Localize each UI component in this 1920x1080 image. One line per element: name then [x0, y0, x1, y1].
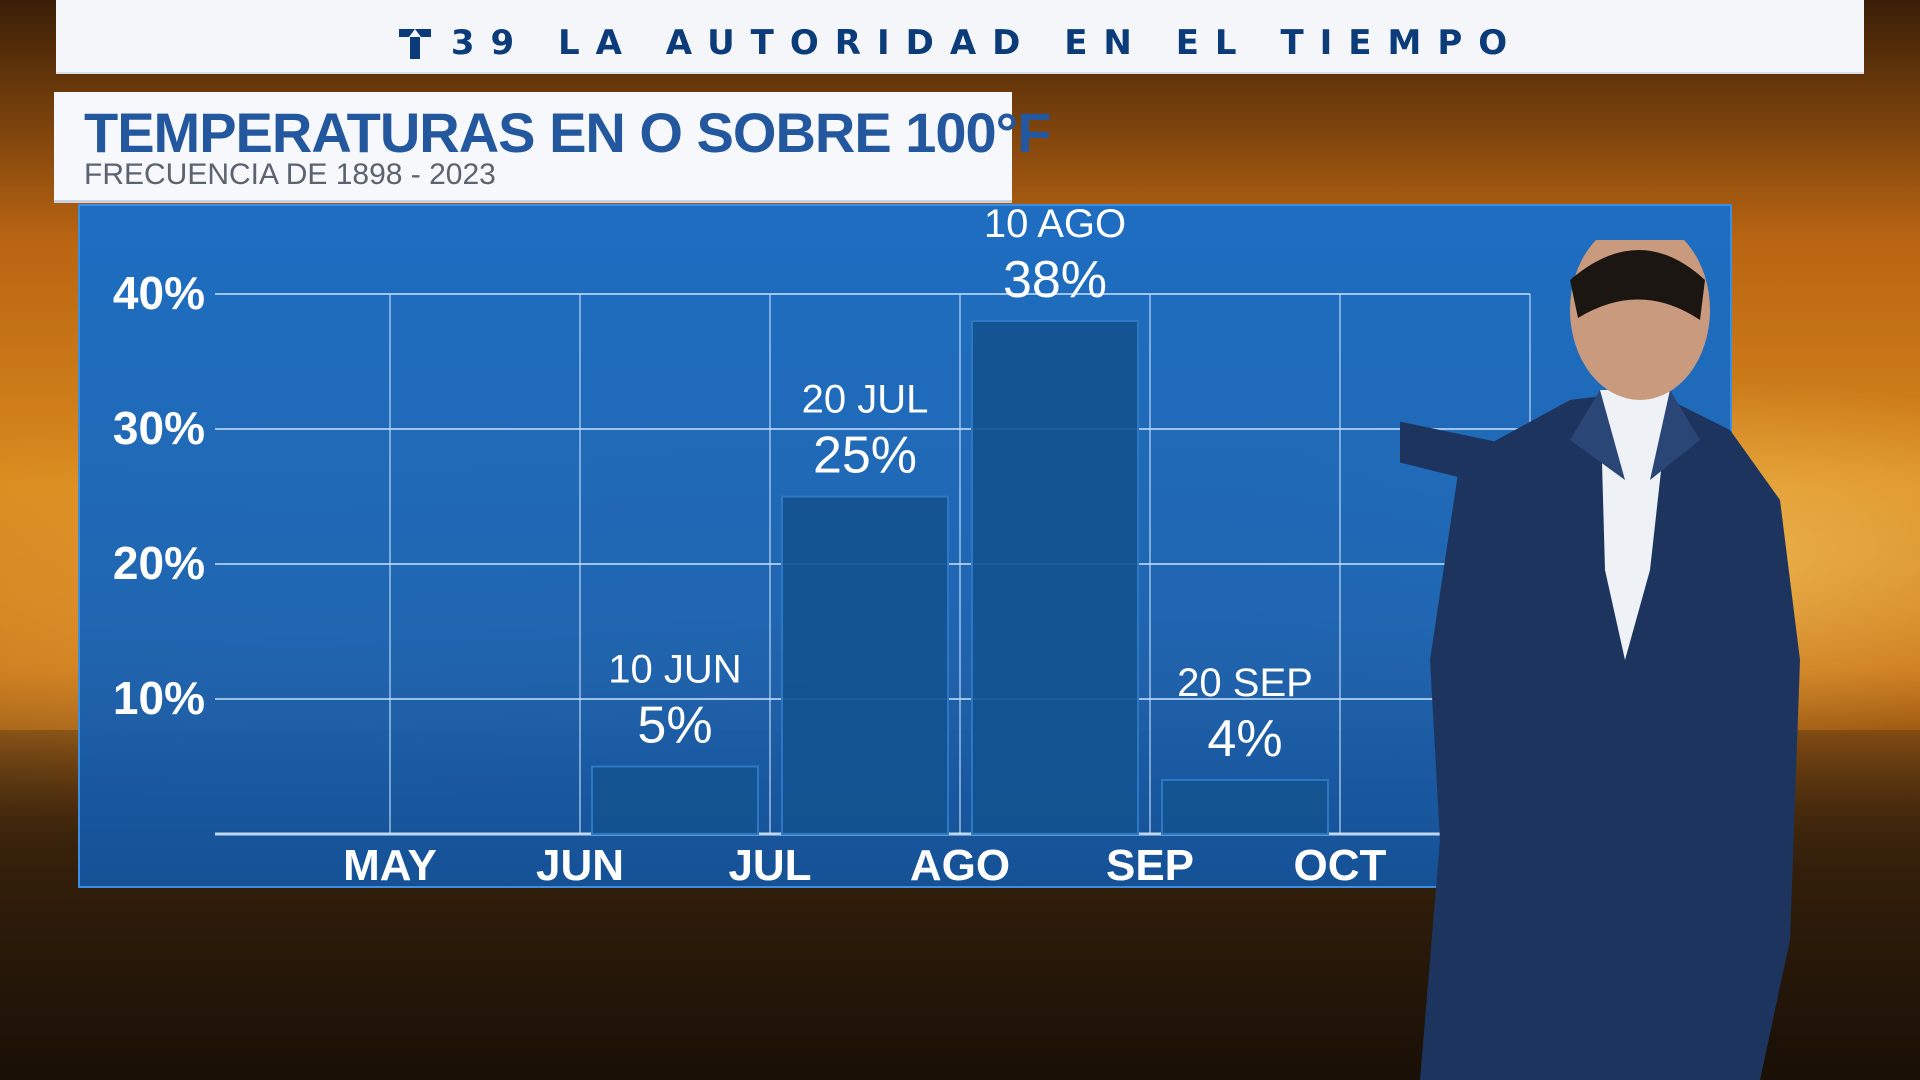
bar	[1161, 779, 1329, 835]
bar-value-label: 38%	[1003, 251, 1107, 309]
y-tick-label: 40%	[113, 267, 205, 319]
chart-title: TEMPERATURAS EN O SOBRE 100°F	[84, 101, 1051, 164]
bar-date-label: 20 SEP	[1177, 661, 1313, 705]
title-box: TEMPERATURAS EN O SOBRE 100°F FRECUENCIA…	[54, 92, 1051, 203]
bar-date-label: 10 AGO	[984, 206, 1126, 246]
bar-value-label: 25%	[813, 427, 917, 485]
x-tick-label: MAY	[343, 841, 437, 886]
bar-chart: 10% 20% 30% 40% MAY JUN JUL AGO SEP OCT 5% 10 JUN 25…	[113, 202, 1531, 890]
chart-subtitle: FRECUENCIA DE 1898 - 2023	[84, 158, 496, 191]
y-tick-label: 30%	[113, 402, 205, 454]
banner-text: 39 LA AUTORIDAD EN EL TIEMPO	[450, 23, 1524, 63]
bar-value-label: 4%	[1207, 710, 1282, 768]
x-tick-label: OCT	[1294, 841, 1387, 886]
y-tick-label: 20%	[113, 537, 205, 589]
x-tick-label: SEP	[1106, 841, 1194, 886]
bar	[591, 765, 759, 835]
bar-value-label: 5%	[637, 697, 712, 755]
bar-date-label: 10 JUN	[608, 648, 741, 692]
x-tick-label: JUL	[728, 841, 811, 886]
y-tick-label: 10%	[113, 672, 205, 724]
x-tick-label: JUN	[536, 841, 624, 886]
x-tick-label: AGO	[910, 841, 1010, 886]
top-banner: 39 LA AUTORIDAD EN EL TIEMPO	[56, 0, 1864, 74]
presenter-figure	[1400, 240, 1800, 1080]
bar-date-label: 20 JUL	[802, 378, 929, 422]
bar	[781, 495, 949, 835]
telemundo-t-icon	[398, 29, 431, 59]
bar	[971, 320, 1139, 835]
